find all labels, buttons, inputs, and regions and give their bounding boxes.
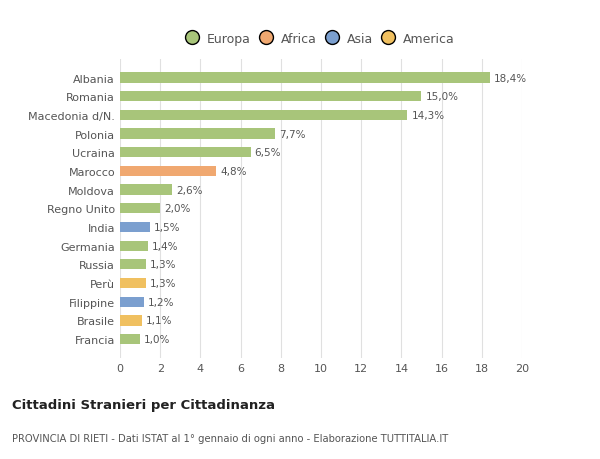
Text: 1,2%: 1,2% (148, 297, 175, 307)
Text: 1,3%: 1,3% (150, 279, 176, 288)
Text: 1,0%: 1,0% (144, 334, 170, 344)
Bar (120, 204, 160, 214)
Bar (120, 222, 150, 233)
Text: 18,4%: 18,4% (494, 73, 527, 84)
Bar (120, 73, 490, 84)
Bar (120, 92, 421, 102)
Bar (120, 334, 140, 344)
Text: 7,7%: 7,7% (279, 129, 305, 139)
Text: 14,3%: 14,3% (412, 111, 445, 121)
Bar (120, 316, 142, 326)
Bar (120, 111, 407, 121)
Text: 6,5%: 6,5% (254, 148, 281, 158)
Text: 1,1%: 1,1% (146, 316, 173, 326)
Bar (120, 241, 148, 251)
Bar (120, 167, 217, 177)
Bar (120, 260, 146, 270)
Text: 1,3%: 1,3% (150, 260, 176, 270)
Text: 2,0%: 2,0% (164, 204, 191, 214)
Bar (120, 278, 146, 289)
Text: 4,8%: 4,8% (221, 167, 247, 177)
Bar (120, 297, 144, 307)
Text: 1,5%: 1,5% (154, 223, 181, 232)
Legend: Europa, Africa, Asia, America: Europa, Africa, Asia, America (185, 30, 457, 48)
Bar (120, 129, 275, 140)
Text: 15,0%: 15,0% (425, 92, 458, 102)
Text: 1,4%: 1,4% (152, 241, 179, 251)
Text: Cittadini Stranieri per Cittadinanza: Cittadini Stranieri per Cittadinanza (12, 398, 275, 412)
Text: PROVINCIA DI RIETI - Dati ISTAT al 1° gennaio di ogni anno - Elaborazione TUTTIT: PROVINCIA DI RIETI - Dati ISTAT al 1° ge… (12, 433, 448, 442)
Bar (120, 148, 251, 158)
Text: 2,6%: 2,6% (176, 185, 203, 195)
Bar (120, 185, 172, 196)
